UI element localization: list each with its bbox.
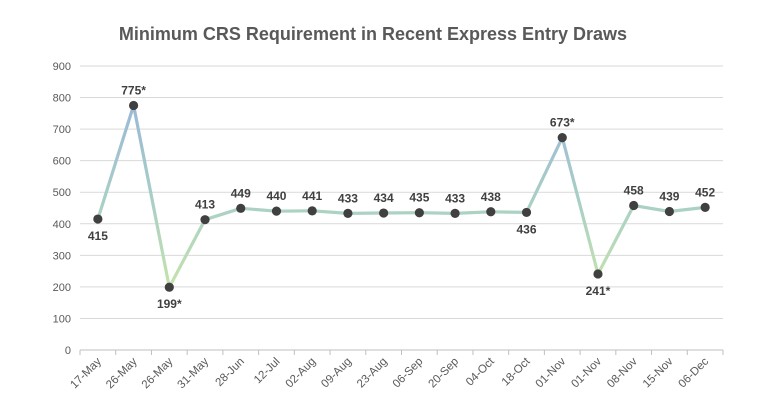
y-tick-label: 0 xyxy=(65,345,71,357)
data-label: 436 xyxy=(517,222,537,236)
data-label: 440 xyxy=(266,189,286,203)
x-axis xyxy=(79,349,724,355)
data-point xyxy=(414,208,424,218)
x-tick-label: 26-May xyxy=(140,355,176,391)
data-label: 439 xyxy=(659,189,679,203)
x-tick-label: 28-Jun xyxy=(214,356,247,389)
data-label: 449 xyxy=(231,186,251,200)
data-label: 775* xyxy=(121,83,146,97)
data-point xyxy=(629,200,639,211)
data-point xyxy=(164,282,174,292)
series-line xyxy=(96,103,707,289)
x-axis-ticks: 17-May 26-May 26-May 31-May 28-Jun 12-Jul 02-A… xyxy=(68,355,711,391)
x-tick-label: 31-May xyxy=(176,355,212,391)
data-point xyxy=(593,269,603,279)
y-tick-label: 100 xyxy=(53,313,71,325)
y-axis-ticks: 0 100 200 300 400 500 600 700 800 900 xyxy=(53,61,71,357)
x-tick-label: 01-Nov xyxy=(569,355,604,390)
data-point xyxy=(128,100,139,111)
data-point xyxy=(93,214,103,224)
data-label: 434 xyxy=(374,191,394,205)
x-tick-label: 12-Jul xyxy=(252,356,283,387)
data-label: 415 xyxy=(88,229,108,243)
x-tick-label: 15-Nov xyxy=(641,355,676,390)
x-tick-label: 04-Oct xyxy=(464,355,497,388)
data-label: 433 xyxy=(338,191,358,205)
x-tick-label: 09-Aug xyxy=(319,356,354,391)
data-point xyxy=(557,133,567,143)
series-line-layer xyxy=(96,103,707,289)
data-point xyxy=(521,207,532,218)
y-tick-label: 900 xyxy=(53,61,71,73)
data-label: 441 xyxy=(302,189,322,203)
data-label: 452 xyxy=(695,185,715,199)
y-tick-label: 800 xyxy=(53,93,71,105)
x-tick-label: 02-Aug xyxy=(284,356,319,391)
data-label: 458 xyxy=(624,183,644,197)
data-point xyxy=(379,208,389,218)
gridlines xyxy=(80,65,723,319)
chart-title: Minimum CRS Requirement in Recent Expres… xyxy=(118,24,628,44)
data-label: 433 xyxy=(445,191,465,205)
x-tick-label: 18-Oct xyxy=(500,355,533,388)
y-tick-label: 200 xyxy=(53,282,71,294)
y-tick-label: 300 xyxy=(53,250,71,262)
data-label: 438 xyxy=(481,190,501,204)
data-point xyxy=(450,208,460,218)
x-tick-label: 01-Nov xyxy=(534,355,569,390)
data-point xyxy=(664,206,675,217)
x-tick-label: 26-May xyxy=(104,355,140,391)
x-tick-label: 06-Dec xyxy=(677,355,712,390)
x-tick-label: 17-May xyxy=(68,355,104,391)
x-tick-label: 20-Sep xyxy=(426,356,461,391)
y-tick-label: 700 xyxy=(53,124,71,136)
data-point xyxy=(307,206,317,216)
data-label: 241* xyxy=(586,284,611,298)
y-tick-label: 400 xyxy=(53,219,71,231)
data-point xyxy=(486,207,496,217)
x-tick-label: 23-Aug xyxy=(355,356,390,391)
x-tick-label: 08-Nov xyxy=(605,355,640,390)
y-tick-label: 500 xyxy=(53,187,71,199)
data-point xyxy=(200,215,210,225)
data-label: 413 xyxy=(195,198,215,212)
data-point xyxy=(700,202,710,212)
data-point xyxy=(271,206,282,216)
data-label: 435 xyxy=(409,191,429,205)
data-label: 199* xyxy=(157,297,182,311)
data-points xyxy=(93,100,710,292)
y-tick-label: 600 xyxy=(53,156,71,168)
data-label: 673* xyxy=(550,116,575,130)
data-point xyxy=(236,203,246,213)
data-labels: 415 775* 199* 413 449 440 441 433 434 435 433 438 43… xyxy=(88,83,716,311)
x-tick-label: 06-Sep xyxy=(391,356,426,391)
data-point xyxy=(343,208,353,218)
